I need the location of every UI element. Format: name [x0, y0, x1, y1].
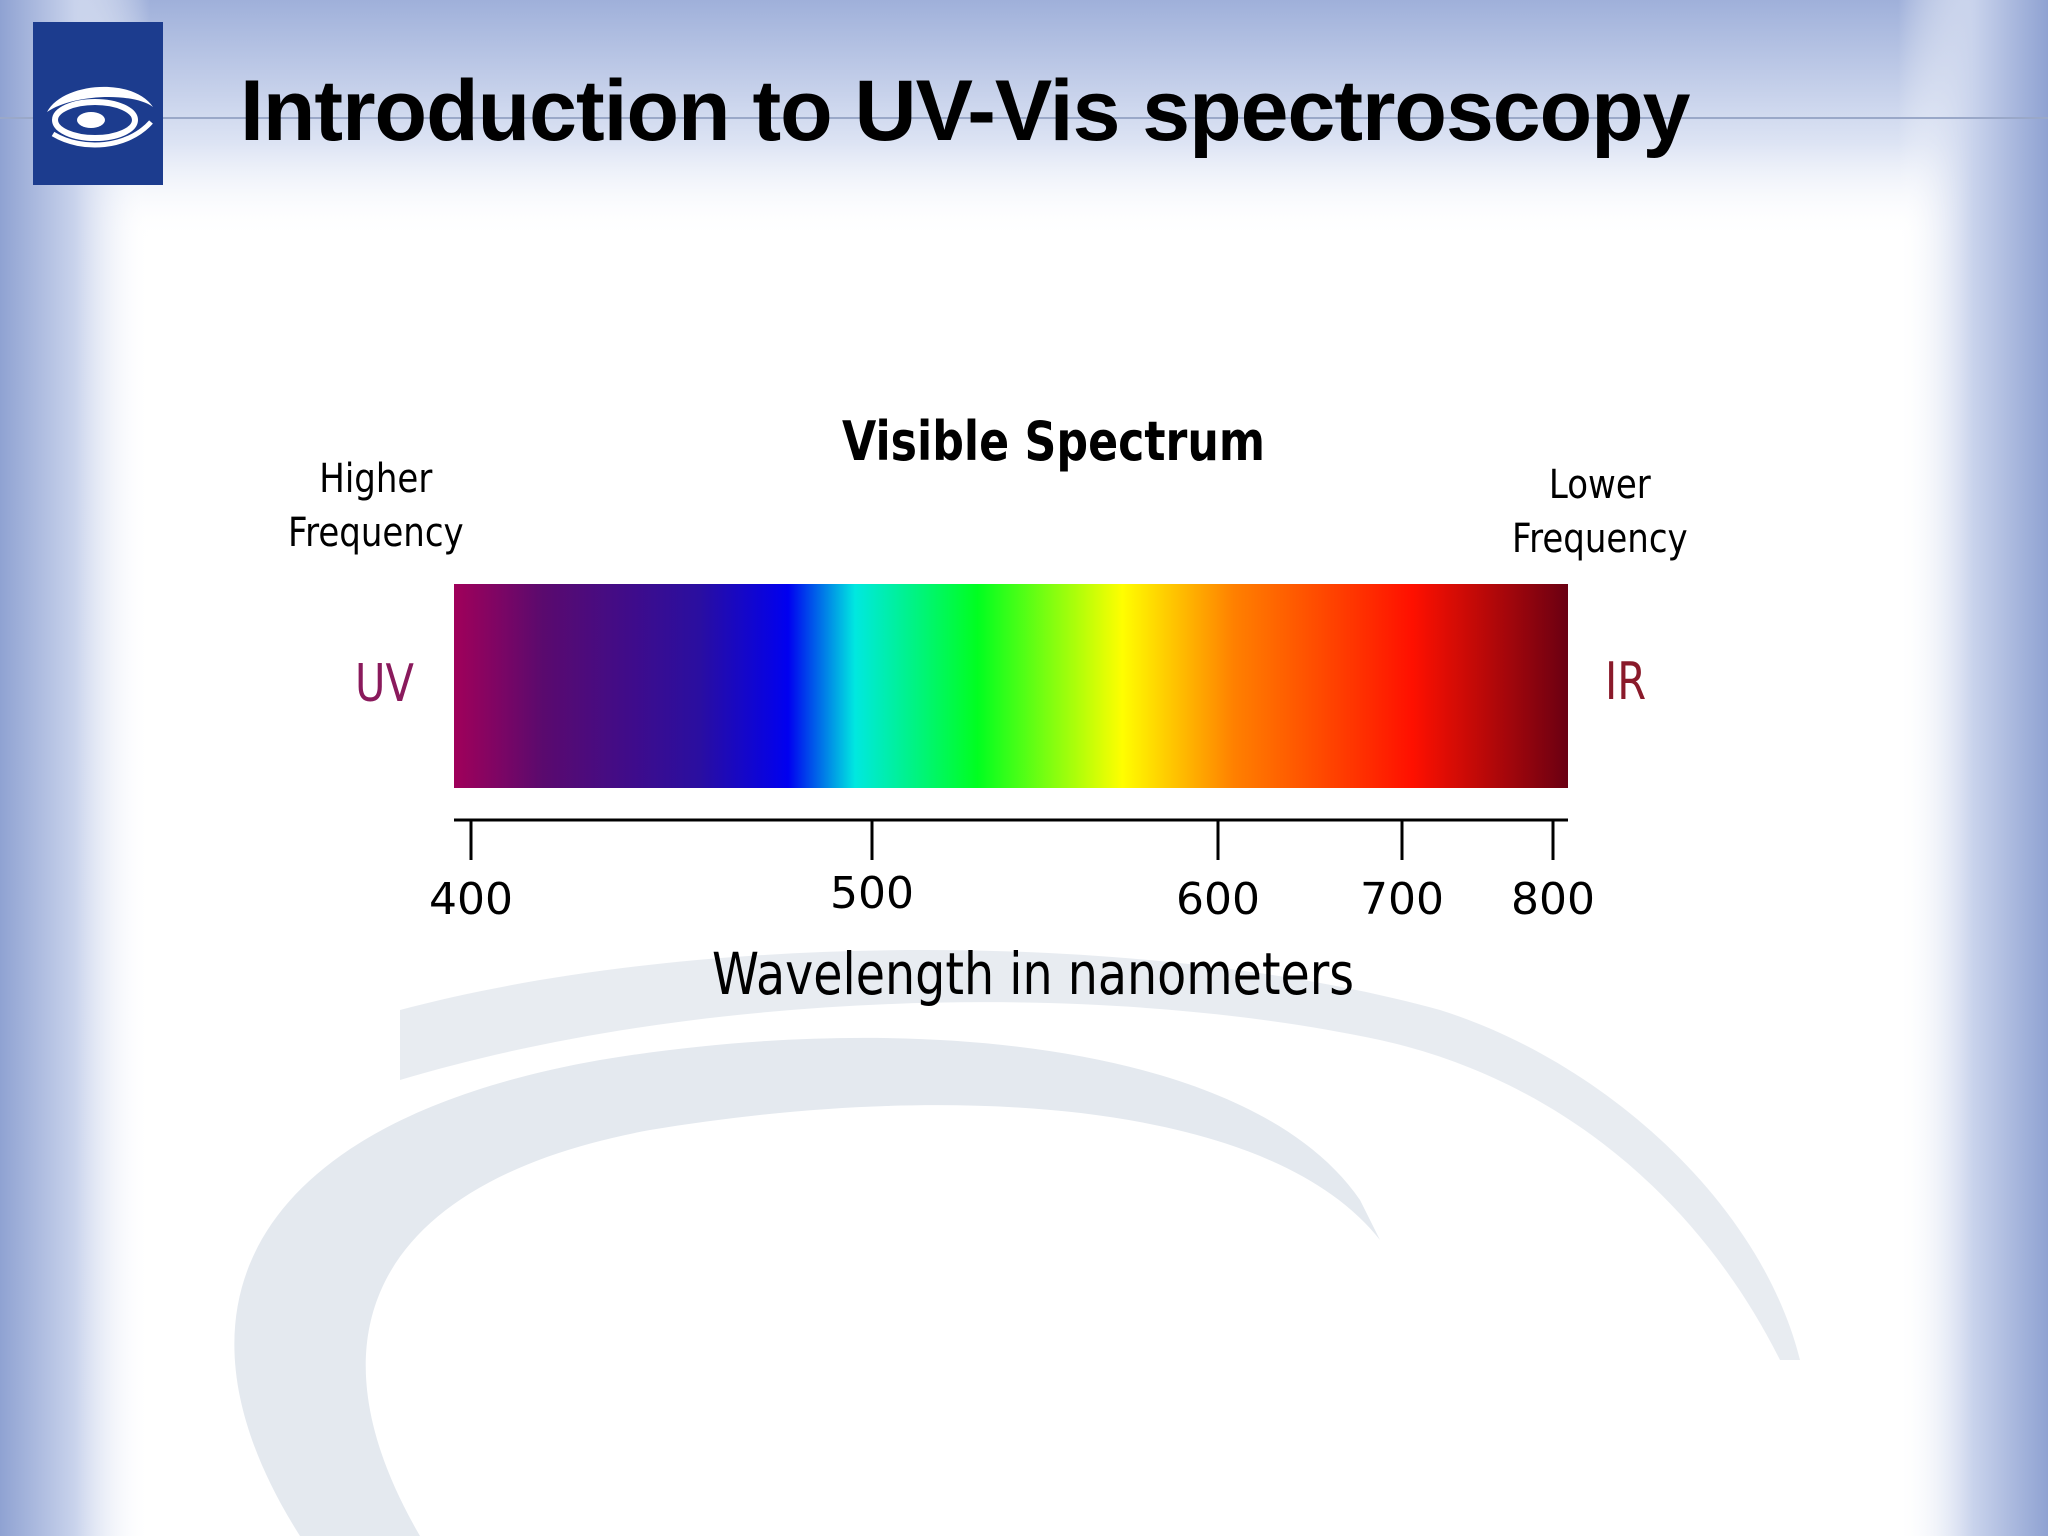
- diagram-heading: Visible Spectrum: [842, 410, 1266, 473]
- page-title: Introduction to UV-Vis spectroscopy: [240, 63, 1691, 159]
- uv-label: UV: [355, 654, 414, 714]
- ir-label: IR: [1605, 652, 1647, 712]
- visible-spectrum-bar: [454, 584, 1568, 788]
- watermark-swoosh: [234, 950, 1800, 1536]
- eye-logo-icon: [33, 22, 163, 185]
- axis-ticks: 400 500 600 700 800: [429, 820, 1595, 925]
- higher-frequency-label: Higher Frequency: [288, 456, 464, 556]
- axis-label: Wavelength in nanometers: [712, 940, 1355, 1008]
- tick-label-600: 600: [1176, 874, 1260, 925]
- tick-label-500: 500: [830, 868, 914, 919]
- lower-frequency-label: Lower Frequency: [1512, 462, 1688, 562]
- tick-label-400: 400: [429, 874, 513, 925]
- tick-label-800: 800: [1511, 874, 1595, 925]
- tick-label-700: 700: [1360, 874, 1444, 925]
